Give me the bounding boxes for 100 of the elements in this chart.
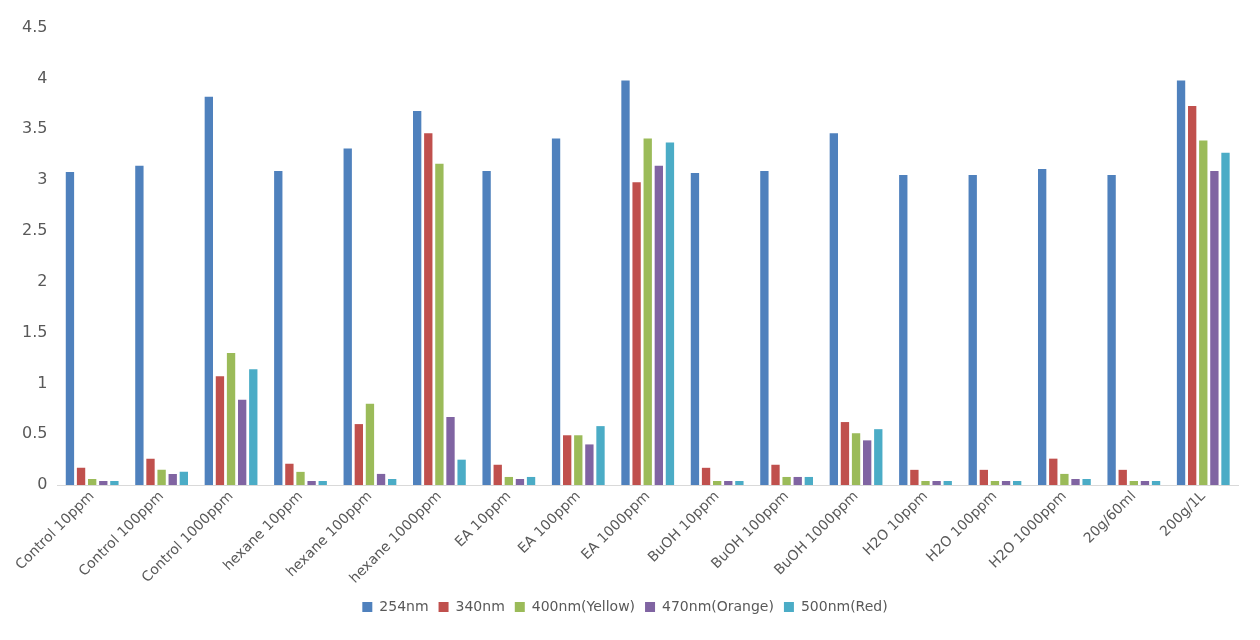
bar xyxy=(1199,140,1208,486)
y-tick-label: 1 xyxy=(37,372,48,392)
bar xyxy=(226,352,236,486)
bar xyxy=(1129,481,1138,486)
bar xyxy=(1118,469,1127,486)
bar xyxy=(840,422,850,486)
bar xyxy=(238,399,247,486)
y-tick-label: 0 xyxy=(37,474,48,494)
y-tick-label: 2 xyxy=(37,270,48,290)
bar xyxy=(1001,481,1011,486)
bar xyxy=(690,172,700,486)
bar xyxy=(793,476,802,486)
bar xyxy=(1210,170,1219,486)
y-tick-label: 4 xyxy=(37,67,48,87)
bar xyxy=(621,80,630,486)
bar xyxy=(157,469,166,486)
bar xyxy=(899,175,908,486)
bar xyxy=(354,424,363,486)
bar xyxy=(135,165,144,486)
bar xyxy=(643,138,652,486)
legend-label: 340nm xyxy=(455,597,505,614)
bar xyxy=(493,464,502,486)
bar xyxy=(204,96,213,486)
bar xyxy=(1188,105,1197,486)
bar xyxy=(99,481,108,486)
bar xyxy=(874,429,883,486)
bar xyxy=(968,175,977,486)
bar xyxy=(307,481,316,486)
bar xyxy=(921,481,930,486)
bar xyxy=(713,481,722,486)
bar xyxy=(365,403,375,486)
bar xyxy=(596,426,605,486)
bar xyxy=(249,369,258,486)
bar xyxy=(376,473,386,486)
y-tick-label: 4.5 xyxy=(21,16,48,36)
legend-label: 470nm(Orange) xyxy=(662,597,774,614)
legend-label: 500nm(Red) xyxy=(800,597,888,614)
bar xyxy=(932,481,941,486)
bar xyxy=(990,481,1000,486)
bar xyxy=(829,133,838,486)
bar xyxy=(318,481,327,486)
bar xyxy=(1221,152,1230,486)
bar xyxy=(179,471,188,486)
bar xyxy=(413,110,422,486)
bar xyxy=(863,440,872,486)
bar xyxy=(146,458,155,486)
bar xyxy=(110,481,119,486)
y-tick-label: 3 xyxy=(37,169,48,189)
bar xyxy=(979,469,988,486)
bar xyxy=(388,478,397,486)
bar xyxy=(515,478,525,486)
bar xyxy=(1140,481,1150,486)
bar xyxy=(551,138,561,486)
bar xyxy=(760,170,769,486)
bar xyxy=(482,170,491,486)
bar xyxy=(504,476,513,486)
bar xyxy=(457,459,466,486)
bar xyxy=(724,481,733,486)
bar xyxy=(632,182,641,486)
bar xyxy=(215,376,225,486)
bar xyxy=(654,165,663,486)
bar xyxy=(563,435,572,486)
bar xyxy=(1060,473,1069,486)
bar xyxy=(424,133,433,486)
bar xyxy=(343,148,352,486)
bar xyxy=(1107,175,1116,486)
bar xyxy=(296,471,305,486)
bar xyxy=(1151,481,1161,486)
bar xyxy=(574,435,583,486)
legend-label: 400nm(Yellow) xyxy=(531,597,636,614)
y-tick-label: 3.5 xyxy=(21,118,48,138)
bar xyxy=(168,473,177,486)
bar xyxy=(435,163,444,486)
bar xyxy=(285,463,294,486)
bar xyxy=(446,416,455,486)
bar xyxy=(1176,80,1186,486)
y-tick-label: 1.5 xyxy=(21,321,48,341)
bar xyxy=(1013,481,1022,486)
bar xyxy=(665,142,675,486)
bar xyxy=(701,467,711,486)
y-tick-label: 2.5 xyxy=(21,220,48,240)
bar xyxy=(65,171,75,486)
bar xyxy=(88,478,97,486)
bar xyxy=(585,444,594,486)
bar xyxy=(851,433,861,486)
bar xyxy=(1082,478,1091,486)
bar xyxy=(771,464,780,486)
bar xyxy=(910,469,919,486)
bar xyxy=(735,481,744,486)
y-tick-label: 0.5 xyxy=(21,423,48,443)
bar xyxy=(1071,478,1080,486)
bar xyxy=(1049,458,1058,486)
bar xyxy=(76,467,86,486)
bar xyxy=(782,476,791,486)
legend-label: 254nm xyxy=(379,597,429,614)
bar xyxy=(804,476,813,486)
bar xyxy=(1038,168,1047,486)
bar xyxy=(274,170,283,486)
bar xyxy=(526,476,536,486)
bar xyxy=(943,481,952,486)
